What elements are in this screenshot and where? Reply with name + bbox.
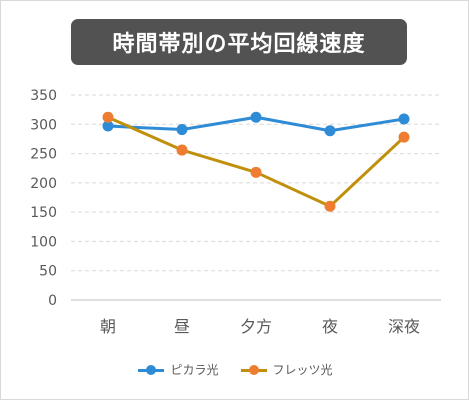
series-1-point-2: [250, 166, 262, 178]
series-line-1: [107, 115, 406, 208]
y-tick-label-250: 250: [30, 147, 57, 163]
legend-swatch-flets: [240, 364, 267, 375]
y-tick-label-300: 300: [30, 117, 57, 133]
series-1-point-3: [324, 200, 336, 212]
legend-swatch-pikara: [138, 364, 165, 375]
series-1-point-0: [102, 111, 114, 123]
y-tick-label-0: 0: [48, 293, 57, 309]
legend-item-flets: フレッツ光: [240, 361, 333, 378]
chart-title-banner: 時間帯別の平均回線速度: [71, 19, 407, 65]
x-tick-label-1: 昼: [174, 317, 190, 336]
series-1-point-4: [398, 131, 410, 143]
y-tick-label-150: 150: [30, 205, 57, 221]
y-tick-label-350: 350: [30, 88, 57, 104]
series-0-point-4: [398, 113, 410, 125]
x-tick-label-0: 朝: [100, 317, 116, 336]
series-0-point-3: [324, 125, 336, 137]
x-tick-label-3: 夜: [322, 317, 338, 336]
legend-label-pikara: ピカラ光: [170, 363, 219, 377]
y-tick-label-200: 200: [30, 176, 57, 192]
chart-legend: ピカラ光 フレッツ光: [1, 361, 469, 378]
x-tick-label-2: 夕方: [240, 317, 272, 336]
series-0-point-1: [176, 124, 188, 136]
chart-title: 時間帯別の平均回線速度: [112, 32, 366, 57]
series-0-point-0: [102, 120, 114, 132]
series-1-point-1: [176, 144, 188, 156]
series-0-point-2: [250, 111, 262, 123]
y-tick-label-100: 100: [30, 234, 57, 250]
legend-label-flets: フレッツ光: [272, 363, 333, 377]
x-tick-label-4: 深夜: [388, 317, 420, 336]
y-tick-label-50: 50: [39, 264, 57, 280]
legend-item-pikara: ピカラ光: [138, 361, 219, 378]
